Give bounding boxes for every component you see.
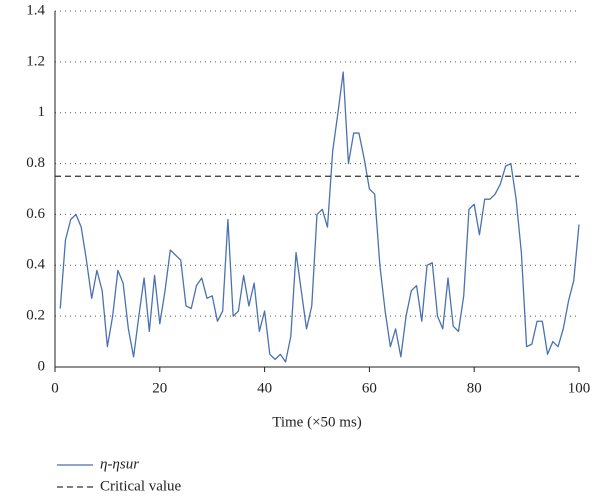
- y-tick-label: 1.4: [26, 2, 45, 18]
- legend-label: Critical value: [100, 478, 182, 494]
- data-line: [59, 71, 580, 363]
- x-axis-label: Time (×50 ms): [272, 414, 362, 430]
- x-tick-label: 40: [257, 380, 272, 396]
- legend-label: η-ηsur: [100, 456, 139, 472]
- y-tick-label: 0.4: [26, 257, 45, 273]
- x-tick-label: 0: [51, 380, 59, 396]
- y-tick-label: 0.8: [26, 155, 45, 171]
- x-tick-label: 100: [568, 380, 591, 396]
- y-tick-label: 0.2: [26, 308, 45, 324]
- y-tick-label: 0.6: [26, 206, 45, 222]
- y-tick-label: 1.2: [26, 53, 45, 69]
- x-tick-label: 20: [152, 380, 167, 396]
- y-tick-label: 1: [38, 104, 46, 120]
- x-tick-label: 60: [362, 380, 377, 396]
- x-tick-label: 80: [467, 380, 482, 396]
- y-tick-label: 0: [38, 358, 46, 374]
